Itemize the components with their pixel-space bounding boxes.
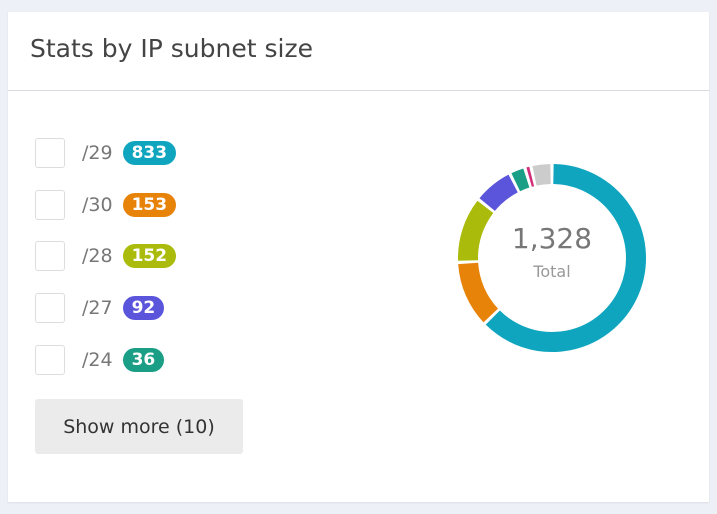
donut-segment	[479, 174, 519, 212]
legend-row: /29 833	[35, 137, 177, 169]
card-title: Stats by IP subnet size	[30, 34, 313, 63]
subnet-label: /29	[82, 142, 113, 164]
donut-segment	[485, 164, 646, 352]
subnet-label: /27	[82, 297, 113, 320]
divider	[8, 90, 709, 91]
count-badge: 833	[122, 141, 177, 165]
checkbox[interactable]	[35, 189, 65, 220]
donut-segment	[532, 164, 551, 186]
count-badge: 92	[122, 296, 165, 321]
subnet-label: /30	[82, 193, 113, 216]
donut-chart: 1,328 Total	[458, 164, 646, 352]
legend-row: /28 152	[35, 240, 177, 272]
donut-segment	[526, 166, 535, 187]
checkbox[interactable]	[35, 344, 65, 375]
count-badge: 153	[122, 192, 177, 217]
donut-caption: Total	[532, 262, 570, 281]
donut-segment	[511, 168, 530, 192]
legend-row: /24 36	[35, 344, 165, 376]
count-badge: 36	[122, 347, 165, 372]
checkbox[interactable]	[35, 241, 65, 272]
donut-segment	[458, 200, 494, 261]
checkbox[interactable]	[35, 138, 65, 168]
donut-segment	[458, 262, 499, 323]
count-badge: 152	[122, 244, 177, 269]
legend-row: /27 92	[35, 292, 165, 324]
subnet-label: /28	[82, 245, 113, 268]
donut-total: 1,328	[512, 222, 592, 255]
card: Stats by IP subnet size /29 833/30 153/28 1…	[8, 12, 709, 502]
show-more-button[interactable]: Show more (10)	[35, 399, 243, 454]
checkbox[interactable]	[35, 293, 65, 324]
legend-row: /30 153	[35, 189, 177, 221]
subnet-label: /24	[82, 348, 113, 371]
